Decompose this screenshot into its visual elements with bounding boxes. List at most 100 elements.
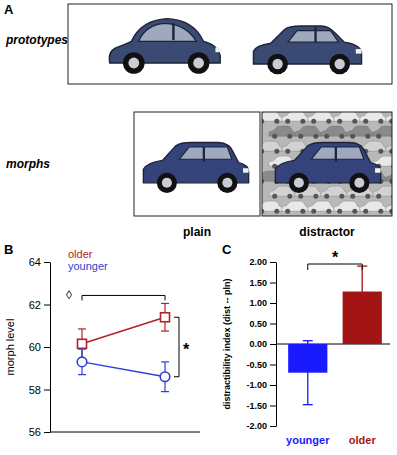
tick-mark [270, 365, 276, 366]
tick-mark [44, 390, 50, 391]
tick-label: 62 [29, 299, 41, 311]
car [308, 112, 334, 124]
tick-label: 1.50 [249, 278, 267, 288]
tick: -0.50 [246, 360, 276, 370]
tick: 1.50 [249, 278, 276, 288]
series-line [82, 317, 165, 344]
distractor-box [262, 112, 392, 216]
tick-mark [270, 426, 276, 427]
marker [161, 313, 170, 322]
plot-area [77, 303, 170, 391]
tick-mark [44, 347, 50, 348]
condition-label: distractor [299, 225, 355, 239]
tick-label: 0.00 [249, 339, 267, 349]
tick-label: 2.00 [249, 257, 267, 267]
error-bar [161, 303, 169, 331]
car [143, 142, 248, 192]
x-axis-line [50, 432, 200, 433]
tick-mark [270, 344, 276, 345]
panel-label: C [222, 242, 232, 257]
car [386, 141, 392, 154]
marker [78, 339, 87, 348]
car [321, 126, 347, 139]
tick-label: 0.50 [249, 319, 267, 329]
axis-line [50, 263, 51, 433]
car [373, 126, 392, 139]
tick-label: 58 [29, 384, 41, 396]
car [275, 142, 380, 192]
tick: 1.00 [249, 298, 276, 308]
car [347, 126, 373, 139]
tick-mark [270, 406, 276, 407]
tick-label: -1.50 [246, 401, 267, 411]
car [386, 201, 392, 214]
tick-mark [44, 432, 50, 433]
annotation: * [183, 341, 190, 358]
car [308, 201, 334, 214]
tick-mark [270, 324, 276, 325]
car [373, 186, 392, 199]
series-line [82, 362, 165, 377]
tick: -1.50 [246, 401, 276, 411]
tick-label: 64 [29, 256, 41, 268]
car [262, 112, 282, 124]
tick: 0.00 [249, 339, 276, 349]
tick-label: 60 [29, 341, 41, 353]
category-label: younger [286, 434, 330, 446]
tick-mark [270, 262, 276, 263]
tick: 60 [29, 341, 50, 353]
tick: 64 [29, 256, 50, 268]
y-axis: -2.00 -1.50 -1.00 -0.50 0.00 0.50 1.00 1.50 2.00 [246, 257, 276, 431]
marker [160, 372, 170, 382]
distractor-background [262, 112, 392, 216]
car [386, 112, 392, 124]
tick-label: 1.00 [249, 298, 267, 308]
car [360, 201, 386, 214]
car [262, 141, 282, 154]
y-axis-title: morph level [4, 319, 16, 376]
tick-label: 56 [29, 426, 41, 438]
car [295, 126, 321, 139]
error-bar [78, 349, 86, 375]
tick-mark [270, 385, 276, 386]
tick: 2.00 [249, 257, 276, 267]
panel-label: B [4, 242, 13, 257]
car [262, 201, 282, 214]
row-label: prototypes [5, 33, 68, 47]
panel-label: A [4, 2, 14, 17]
y-axis: 56 58 60 62 64 [29, 256, 51, 438]
prototype-box [68, 4, 392, 84]
category-label: older [349, 434, 377, 446]
tick-mark [44, 305, 50, 306]
tick-label: -1.00 [246, 380, 267, 390]
tick: 62 [29, 299, 50, 311]
tick: 58 [29, 384, 50, 396]
bracket [174, 317, 179, 377]
error-bar [357, 266, 367, 317]
error-bar [303, 341, 313, 405]
row-label: morphs [6, 157, 50, 171]
car [334, 112, 360, 124]
tick-label: -2.00 [246, 421, 267, 431]
morph-box [134, 112, 260, 216]
tick-mark [270, 303, 276, 304]
car [334, 201, 360, 214]
tick: -2.00 [246, 421, 276, 431]
car [282, 112, 308, 124]
legend-entry: older [68, 248, 93, 260]
condition-label: plain [183, 225, 211, 239]
annotation: ◊ [66, 288, 72, 302]
figure: Aprototypes morphs plain distractor B 56 58 60 6… [0, 0, 397, 455]
tick: 0.50 [249, 319, 276, 329]
tick: -1.00 [246, 380, 276, 390]
car [360, 112, 386, 124]
marker [77, 357, 87, 367]
bracket [82, 295, 165, 300]
error-bar [161, 362, 169, 392]
car [269, 126, 295, 139]
tick-mark [270, 283, 276, 284]
car [282, 201, 308, 214]
tick: 56 [29, 426, 50, 438]
plot-area [288, 266, 382, 405]
tick-mark [44, 262, 50, 263]
